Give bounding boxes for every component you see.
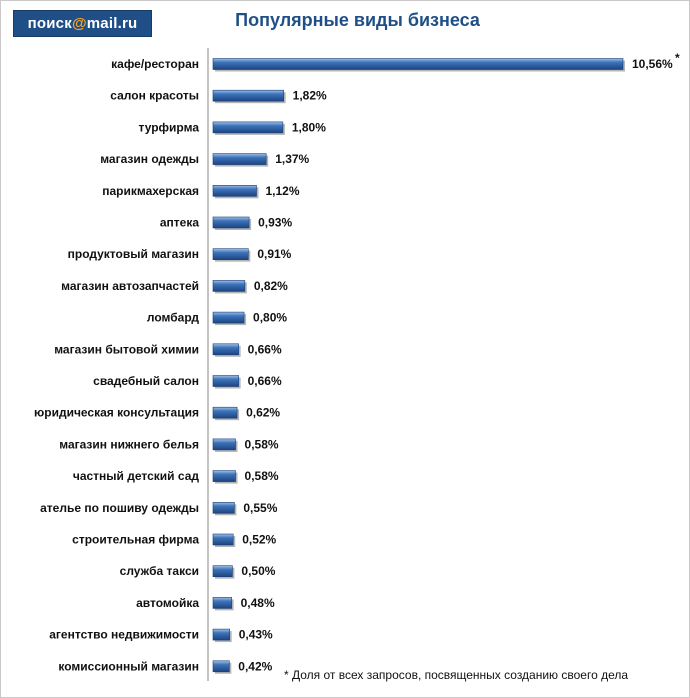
logo-text-left: поиск [27,15,72,32]
bar [212,216,250,229]
category-label: турфирма [139,120,200,134]
bar [212,628,230,641]
bar [212,121,284,134]
bar [212,58,624,70]
value-label: 0,42% [238,659,272,673]
category-label: парикмахерская [102,184,199,198]
value-label: 0,80% [253,311,287,325]
category-label: агентство недвижимости [49,628,199,642]
logo-text-right: mail.ru [86,15,138,32]
category-label: салон красоты [110,89,199,103]
category-label: магазин одежды [100,152,199,166]
category-label: продуктовый магазин [68,247,199,261]
category-label: автомойка [136,596,199,610]
value-label: 0,43% [239,628,273,642]
value-label: 1,37% [275,152,309,166]
value-label: 0,48% [241,596,275,610]
value-label: 0,93% [258,216,292,230]
category-label: кафе/ресторан [111,57,199,71]
bar [212,375,239,387]
value-label: 0,58% [245,437,279,451]
category-label: магазин автозапчастей [61,279,199,293]
category-label: ломбард [147,311,199,325]
category-label: юридическая консультация [34,406,199,420]
bar [212,565,233,578]
category-label: магазин бытовой химии [54,342,199,356]
bar [212,438,236,451]
value-label: 0,66% [248,342,282,356]
value-label: 0,62% [246,406,280,420]
value-label: 0,50% [241,564,275,578]
value-label: 0,52% [242,533,276,547]
value-label: 0,91% [257,247,291,261]
bar [212,501,235,514]
category-label: служба такси [120,564,199,578]
value-label: 0,58% [245,469,279,483]
bar [212,311,245,324]
category-label: частный детский сад [73,469,200,483]
value-label: 1,12% [265,184,299,198]
value-label: 0,55% [243,501,277,515]
bar [212,597,232,609]
bar [212,89,284,102]
value-label: 0,66% [248,374,282,388]
category-label: ателье по пошиву одежды [40,501,199,515]
bar [212,660,230,673]
category-label: аптека [160,216,199,230]
footnote: * Доля от всех запросов, посвященных соз… [284,668,629,682]
poisk-mail-logo: поиск @ mail.ru [13,10,152,37]
bar [212,343,239,356]
chart-title: Популярные виды бизнеса [235,10,480,30]
category-label: свадебный салон [93,374,199,388]
bar [212,470,236,482]
value-label: 10,56% [632,57,673,71]
annotation-asterisk: * [675,51,680,65]
logo-at-sign: @ [71,15,87,32]
category-label: магазин нижнего белья [59,437,199,451]
category-label: строительная фирма [72,533,199,547]
bar [212,406,238,419]
bar [212,185,257,197]
category-label: комиссионный магазин [58,659,199,673]
bar [212,248,249,260]
bar [212,533,234,546]
value-label: 1,82% [293,89,327,103]
value-label: 1,80% [292,120,326,134]
value-label: 0,82% [254,279,288,293]
bar [212,280,246,292]
bar [212,153,267,165]
